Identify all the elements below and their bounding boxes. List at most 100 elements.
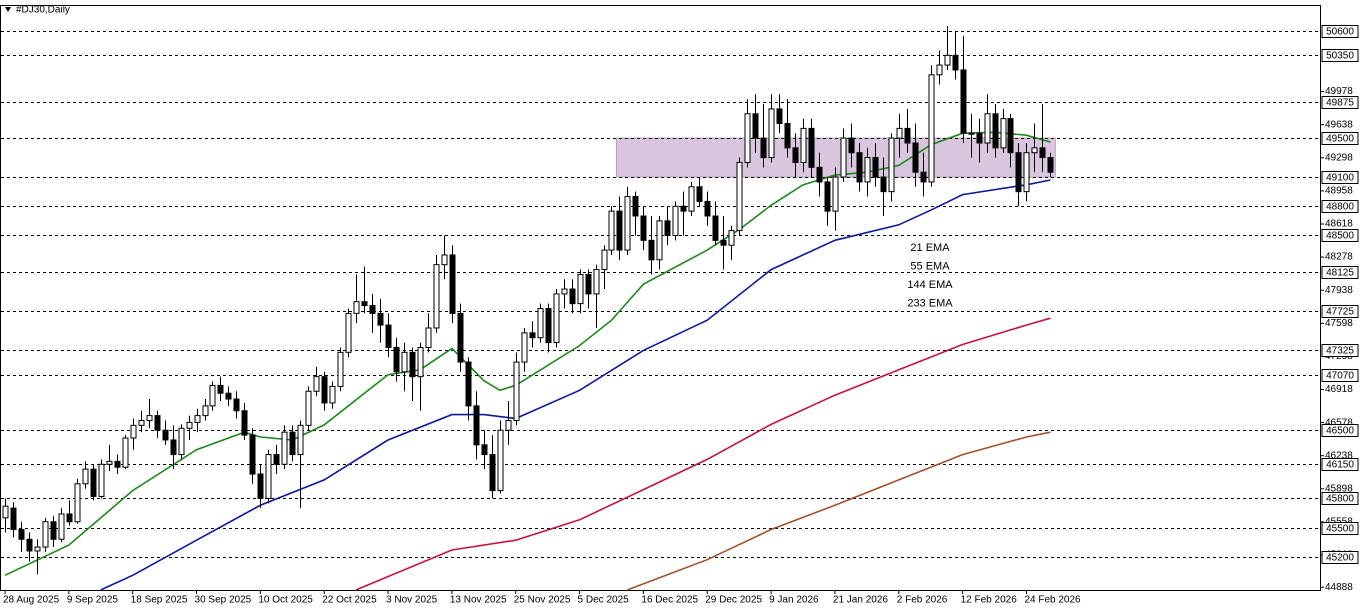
candle-body [50, 521, 57, 540]
level-label-box [1321, 229, 1359, 242]
candle-body [728, 230, 735, 246]
candle-body [792, 147, 799, 163]
y-tick-label: 44888 [1325, 582, 1353, 593]
level-label: 50600 [1326, 27, 1354, 38]
candle-body [194, 415, 201, 423]
level-label-box [1321, 132, 1359, 145]
ema-line [627, 431, 1051, 591]
level-label-box [1321, 492, 1359, 505]
y-tick-label: 49978 [1325, 86, 1353, 97]
candle-body [513, 361, 520, 421]
candle-body [130, 424, 137, 439]
candle-body [952, 54, 959, 71]
level-label-box [1321, 458, 1359, 471]
candle-body [297, 424, 304, 456]
level-label-box [1321, 305, 1359, 318]
candle-body [249, 434, 256, 475]
candle-body [960, 69, 967, 134]
legend-label: 21 EMA [910, 242, 950, 254]
candle-body [537, 308, 544, 339]
candle-body [122, 437, 129, 468]
candle-body [624, 196, 631, 251]
candle-body [608, 210, 615, 251]
candle-body [904, 127, 911, 144]
candle-body [313, 376, 320, 392]
candle-body [457, 312, 464, 363]
x-tick-label: 24 Feb 2026 [1024, 595, 1081, 606]
x-tick-label: 22 Oct 2025 [322, 595, 377, 606]
candle-body [928, 74, 935, 183]
candle-body [760, 137, 767, 159]
candle-body [217, 384, 224, 394]
candle-body [489, 454, 496, 492]
candle-body [545, 308, 552, 344]
x-tick-label: 28 Aug 2025 [3, 595, 60, 606]
candle-body [74, 483, 81, 523]
x-tick-label: 18 Sep 2025 [131, 595, 188, 606]
x-tick-label: 13 Nov 2025 [450, 595, 507, 606]
x-tick-label: 9 Jan 2026 [769, 595, 819, 606]
y-tick-label: 48278 [1325, 252, 1353, 263]
candle-body [672, 205, 679, 236]
candle-body [505, 419, 512, 431]
y-tick-label: 46238 [1325, 450, 1353, 461]
level-label: 49500 [1326, 134, 1354, 145]
candle-body [18, 529, 25, 540]
candle-body [680, 205, 687, 212]
candle-body [984, 113, 991, 144]
candle-body [138, 419, 145, 426]
candle-body [656, 220, 663, 261]
x-tick-label: 5 Dec 2025 [578, 595, 630, 606]
candle-body [1039, 147, 1046, 159]
x-tick-label: 30 Sep 2025 [195, 595, 252, 606]
level-label: 48500 [1326, 231, 1354, 242]
candle-body [353, 301, 360, 314]
candle-body [409, 351, 416, 378]
candle-body [648, 239, 655, 261]
candle-body [896, 127, 903, 139]
x-tick-label: 10 Oct 2025 [258, 595, 313, 606]
legend-label: 144 EMA [907, 279, 953, 291]
candle-body [840, 137, 847, 178]
candle-body [321, 376, 328, 404]
candle-body [640, 215, 647, 241]
candle-body [178, 427, 185, 456]
candle-body [593, 269, 600, 295]
level-label: 48125 [1326, 268, 1354, 279]
candle-body [736, 161, 743, 232]
y-tick-label: 46578 [1325, 417, 1353, 428]
candle-body [720, 239, 727, 246]
y-tick-label: 47938 [1325, 285, 1353, 296]
chart-title: #DJ30,Daily [16, 5, 70, 16]
ema-line [355, 317, 1051, 591]
candle-body [944, 54, 951, 66]
level-label: 45800 [1326, 494, 1354, 505]
level-label-box [1321, 344, 1359, 357]
level-label-box [1321, 266, 1359, 279]
y-tick-label: 48958 [1325, 186, 1353, 197]
level-label-box [1321, 522, 1359, 535]
candle-body [58, 513, 65, 540]
legend-label: 55 EMA [910, 260, 950, 272]
level-label-box [1321, 551, 1359, 564]
candle-body [241, 410, 248, 436]
x-tick-label: 16 Dec 2025 [641, 595, 698, 606]
candle-body [800, 127, 807, 163]
x-tick-label: 12 Feb 2026 [961, 595, 1018, 606]
level-label-box [1321, 49, 1359, 62]
candle-body [170, 439, 177, 456]
candle-body [305, 390, 312, 426]
level-label: 47325 [1326, 346, 1354, 357]
candle-body [202, 405, 209, 417]
level-label-box [1321, 25, 1359, 38]
candle-body [66, 513, 73, 523]
x-tick-label: 29 Dec 2025 [705, 595, 762, 606]
candle-body [936, 64, 943, 76]
candle-body [186, 421, 193, 429]
candle-body [425, 327, 432, 348]
x-tick-label: 2 Feb 2026 [897, 595, 948, 606]
level-label: 49875 [1326, 98, 1354, 109]
candle-body [1015, 152, 1022, 193]
candle-body [497, 429, 504, 492]
candle-body [632, 196, 639, 217]
